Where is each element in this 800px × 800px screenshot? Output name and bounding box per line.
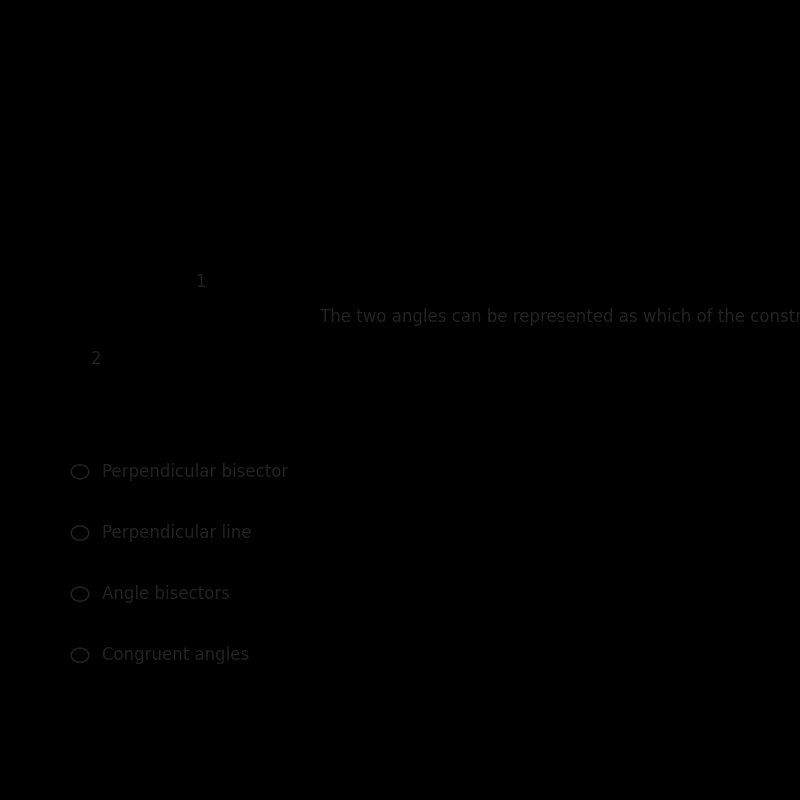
Text: Perpendicular line: Perpendicular line (102, 524, 252, 542)
Text: Angle bisectors: Angle bisectors (102, 585, 230, 603)
Text: The two angles can be represented as which of the constructions?: The two angles can be represented as whi… (320, 308, 800, 326)
Text: 2: 2 (90, 350, 102, 368)
Text: Perpendicular bisector: Perpendicular bisector (102, 462, 289, 481)
Text: 1: 1 (194, 273, 206, 290)
Text: Congruent angles: Congruent angles (102, 646, 250, 664)
Bar (143, 307, 156, 318)
